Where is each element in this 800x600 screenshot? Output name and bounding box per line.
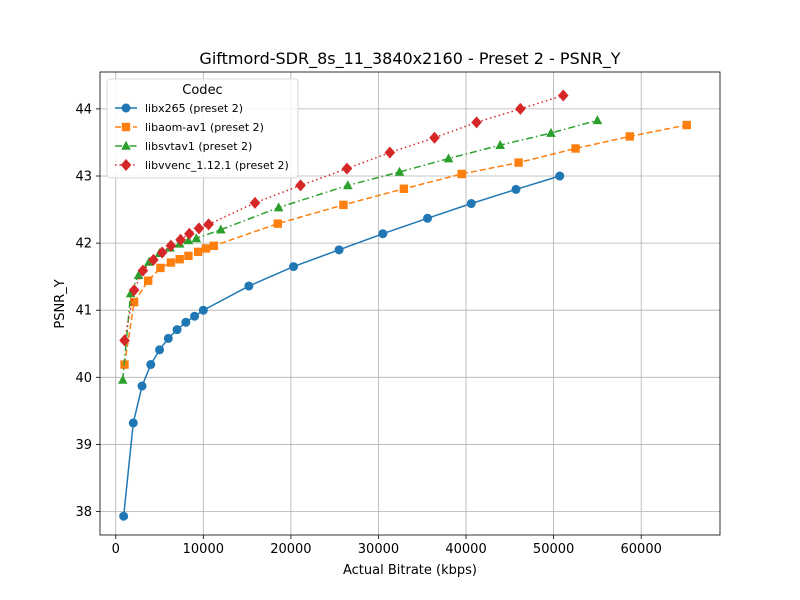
data-point [181, 317, 191, 327]
y-tick-label: 44 [75, 102, 92, 117]
data-point [191, 233, 202, 243]
x-axis-label: Actual Bitrate (kbps) [343, 563, 477, 578]
data-point [175, 233, 186, 246]
data-point [143, 276, 153, 285]
data-point [515, 102, 526, 115]
data-point [137, 381, 147, 391]
legend-box [106, 78, 299, 179]
data-point [166, 258, 176, 267]
data-point [117, 374, 128, 384]
y-tick-label: 43 [75, 170, 92, 185]
data-point [121, 140, 131, 150]
data-point [443, 153, 454, 163]
data-point [457, 169, 466, 179]
data-point [571, 144, 580, 153]
data-point [682, 120, 691, 130]
data-point [156, 263, 165, 273]
x-tick-label: 50000 [533, 542, 574, 557]
data-point [190, 311, 200, 321]
y-tick-label: 38 [75, 505, 92, 520]
data-point [399, 184, 409, 193]
data-point [148, 253, 159, 266]
data-point [555, 171, 565, 181]
data-point [546, 127, 556, 137]
data-point [295, 179, 306, 192]
data-point [172, 325, 182, 335]
chart-title: Giftmord-SDR_8s_11_3840x2160 - Preset 2 … [199, 49, 620, 69]
x-tick-label: 30000 [358, 542, 399, 557]
data-point [429, 131, 440, 144]
x-tick-label: 60000 [621, 542, 662, 557]
data-point [201, 244, 211, 253]
axes-frame [99, 71, 721, 536]
data-point [216, 224, 226, 234]
data-point [273, 219, 282, 228]
data-point [119, 511, 129, 521]
data-point [423, 213, 433, 223]
x-tick-label: 20000 [270, 542, 311, 557]
data-point [514, 158, 523, 167]
data-point [557, 89, 569, 102]
data-point [119, 334, 130, 347]
data-point [341, 162, 353, 175]
data-point [128, 418, 138, 428]
y-axis-label: PSNR_Y [53, 279, 68, 328]
data-point [128, 284, 140, 297]
y-tick-label: 42 [75, 237, 92, 252]
data-point [193, 222, 205, 235]
data-point [244, 281, 254, 291]
data-point [129, 297, 139, 307]
data-point [137, 264, 149, 277]
data-point [249, 196, 261, 209]
data-point [466, 199, 476, 209]
data-point [511, 184, 521, 194]
y-tick-label: 41 [75, 304, 92, 319]
data-point [209, 241, 219, 250]
data-point [592, 115, 603, 125]
data-point [625, 132, 635, 141]
data-point [156, 246, 168, 259]
data-point [471, 116, 482, 129]
legend-label: libaom-av1 (preset 2) [145, 121, 264, 134]
data-point [339, 200, 348, 210]
x-tick-label: 10000 [183, 542, 224, 557]
data-point [273, 202, 284, 212]
data-point [146, 360, 156, 370]
data-point [495, 139, 505, 149]
y-tick-label: 40 [75, 371, 92, 386]
data-point [334, 245, 344, 255]
data-point [394, 166, 405, 176]
legend-label: libvvenc_1.12.1 (preset 2) [145, 159, 289, 172]
data-point [155, 345, 165, 355]
data-point [121, 103, 131, 113]
data-point [203, 218, 214, 231]
legend-label: libx265 (preset 2) [145, 102, 243, 115]
data-point [133, 270, 144, 280]
data-point [183, 235, 194, 245]
data-point [120, 159, 132, 171]
data-point [289, 262, 299, 272]
x-tick-label: 40000 [445, 542, 486, 557]
data-point [378, 229, 388, 239]
data-point [384, 146, 396, 159]
legend-label: libsvtav1 (preset 2) [145, 140, 252, 153]
data-point [184, 251, 193, 261]
legend-title: Codec [182, 83, 222, 98]
x-tick-label: 0 [112, 542, 120, 557]
data-point [175, 255, 184, 264]
data-point [184, 227, 195, 240]
data-point [343, 180, 353, 190]
data-point [198, 305, 208, 315]
data-point [165, 239, 177, 252]
legend: Codec libx265 (preset 2) libaom-av1 (prese… [106, 78, 299, 179]
data-point [163, 333, 173, 343]
data-point [193, 247, 203, 257]
data-point [121, 122, 131, 132]
y-tick-label: 39 [75, 438, 92, 453]
